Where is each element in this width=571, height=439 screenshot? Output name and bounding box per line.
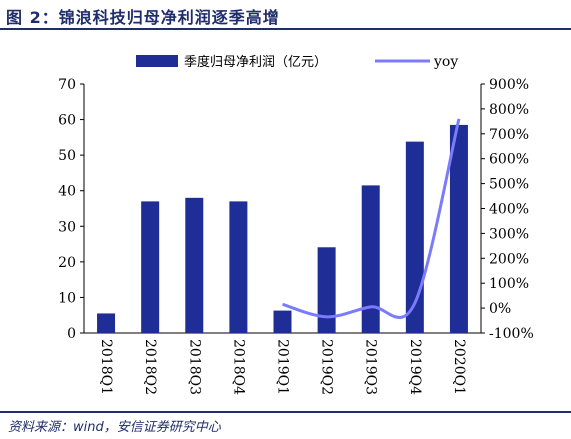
bar-2019Q2 <box>317 247 336 333</box>
x-tick-label: 2018Q3 <box>186 339 202 395</box>
left-tick-label: 50 <box>58 148 76 164</box>
title-bar: 图 2：锦浪科技归母净利润逐季高增 <box>0 0 571 28</box>
bar-2019Q3 <box>361 185 380 333</box>
left-tick-label: 10 <box>58 290 76 306</box>
right-tick-label: 300% <box>489 226 529 242</box>
right-tick-label: 100% <box>489 276 529 292</box>
x-tick-label: 2019Q3 <box>363 339 379 395</box>
right-tick-label: 900% <box>489 77 529 93</box>
left-tick-label: 30 <box>58 219 76 235</box>
x-tick-label: 2018Q2 <box>142 339 158 395</box>
x-tick-label: 2020Q1 <box>451 339 467 395</box>
left-tick-label: 20 <box>58 255 76 271</box>
right-tick-label: 800% <box>489 102 529 118</box>
right-tick-label: 600% <box>489 152 529 168</box>
right-tick-label: 200% <box>489 251 529 267</box>
x-tick-label: 2019Q1 <box>275 339 291 395</box>
right-tick-label: 700% <box>489 127 529 143</box>
bar-2018Q2 <box>141 201 160 333</box>
right-tick-label: 0% <box>489 301 511 317</box>
x-tick-label: 2018Q4 <box>230 339 246 395</box>
bar-2018Q1 <box>97 313 116 333</box>
yoy-line <box>282 118 461 319</box>
bar-2019Q4 <box>405 141 424 333</box>
footer-divider <box>0 411 571 413</box>
right-tick-label: 500% <box>489 177 529 193</box>
left-tick-label: 60 <box>58 113 76 129</box>
source-note: 资料来源：wind，安信证券研究中心 <box>8 420 221 435</box>
x-tick-label: 2019Q4 <box>407 339 423 395</box>
bar-2018Q3 <box>185 197 204 333</box>
legend-bar-label: 季度归母净利润（亿元） <box>184 54 327 70</box>
bar-2018Q4 <box>229 201 248 333</box>
chart-title: 图 2：锦浪科技归母净利润逐季高增 <box>6 8 280 27</box>
title-divider <box>0 28 571 30</box>
legend-bar-swatch <box>136 55 178 67</box>
bar-2020Q1 <box>449 124 468 334</box>
bar-2019Q1 <box>273 310 292 333</box>
left-tick-label: 40 <box>58 184 76 200</box>
legend-line-label: yoy <box>433 54 458 70</box>
left-tick-label: 0 <box>67 326 76 342</box>
left-tick-label: 70 <box>58 77 76 93</box>
x-tick-label: 2018Q1 <box>98 339 114 395</box>
x-tick-label: 2019Q2 <box>319 339 335 395</box>
right-tick-label: 400% <box>489 202 529 218</box>
right-tick-label: -100% <box>489 326 534 342</box>
